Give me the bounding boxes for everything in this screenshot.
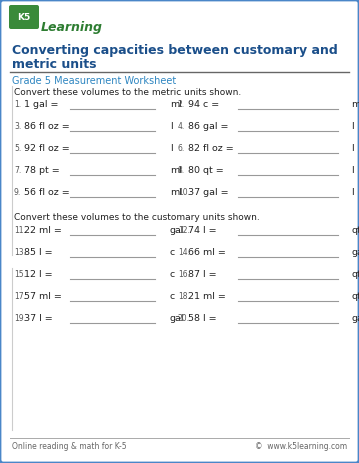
Text: Learning: Learning xyxy=(41,20,103,33)
Text: ml: ml xyxy=(351,100,359,109)
Text: 37 gal =: 37 gal = xyxy=(188,188,229,197)
Text: 37 l =: 37 l = xyxy=(24,314,53,323)
Text: 80 qt =: 80 qt = xyxy=(188,166,224,175)
Text: 78 pt =: 78 pt = xyxy=(24,166,60,175)
Text: gal: gal xyxy=(351,314,359,323)
Text: 7.: 7. xyxy=(14,166,21,175)
Text: 5.: 5. xyxy=(14,144,21,153)
Text: 21 ml =: 21 ml = xyxy=(188,292,226,301)
Text: 14.: 14. xyxy=(178,248,190,257)
Text: gal: gal xyxy=(351,248,359,257)
Text: 74 l =: 74 l = xyxy=(188,226,216,235)
Text: 57 ml =: 57 ml = xyxy=(24,292,62,301)
Text: metric units: metric units xyxy=(12,58,97,71)
Text: ml: ml xyxy=(170,100,182,109)
Text: l: l xyxy=(351,188,354,197)
Text: 56 fl oz =: 56 fl oz = xyxy=(24,188,70,197)
Text: qt: qt xyxy=(351,292,359,301)
FancyBboxPatch shape xyxy=(9,5,39,29)
Text: 8.: 8. xyxy=(178,166,185,175)
Text: Convert these volumes to the metric units shown.: Convert these volumes to the metric unit… xyxy=(14,88,241,97)
Text: 86 fl oz =: 86 fl oz = xyxy=(24,122,70,131)
Text: Grade 5 Measurement Worksheet: Grade 5 Measurement Worksheet xyxy=(12,76,176,86)
Text: 12.: 12. xyxy=(178,226,190,235)
Text: 15.: 15. xyxy=(14,270,26,279)
Text: 58 l =: 58 l = xyxy=(188,314,216,323)
Text: 13.: 13. xyxy=(14,248,26,257)
Text: c: c xyxy=(170,248,175,257)
Text: 92 fl oz =: 92 fl oz = xyxy=(24,144,70,153)
Text: l: l xyxy=(351,166,354,175)
Text: l: l xyxy=(351,144,354,153)
Text: 19.: 19. xyxy=(14,314,26,323)
Text: l: l xyxy=(170,144,173,153)
Text: ml: ml xyxy=(170,166,182,175)
Text: c: c xyxy=(170,270,175,279)
Text: 12 l =: 12 l = xyxy=(24,270,53,279)
Text: qt: qt xyxy=(351,270,359,279)
Text: l: l xyxy=(170,122,173,131)
Text: qt: qt xyxy=(351,226,359,235)
Text: 4.: 4. xyxy=(178,122,185,131)
Text: 85 l =: 85 l = xyxy=(24,248,53,257)
Text: K5: K5 xyxy=(17,13,31,21)
Text: 11.: 11. xyxy=(14,226,26,235)
Text: 2.: 2. xyxy=(178,100,185,109)
Text: 18.: 18. xyxy=(178,292,190,301)
Text: ml: ml xyxy=(170,188,182,197)
Text: l: l xyxy=(351,122,354,131)
Text: Convert these volumes to the customary units shown.: Convert these volumes to the customary u… xyxy=(14,213,260,222)
Text: 1 gal =: 1 gal = xyxy=(24,100,59,109)
Text: gal: gal xyxy=(170,314,185,323)
Text: 10.: 10. xyxy=(178,188,190,197)
Text: gal: gal xyxy=(170,226,185,235)
Text: 22 ml =: 22 ml = xyxy=(24,226,62,235)
Text: 16.: 16. xyxy=(178,270,190,279)
Text: 82 fl oz =: 82 fl oz = xyxy=(188,144,234,153)
Text: c: c xyxy=(170,292,175,301)
Text: 87 l =: 87 l = xyxy=(188,270,216,279)
Text: 66 ml =: 66 ml = xyxy=(188,248,226,257)
Text: 86 gal =: 86 gal = xyxy=(188,122,228,131)
Text: 20.: 20. xyxy=(178,314,190,323)
Text: ©  www.k5learning.com: © www.k5learning.com xyxy=(255,442,347,451)
Text: 3.: 3. xyxy=(14,122,21,131)
Text: 94 c =: 94 c = xyxy=(188,100,219,109)
Text: 17.: 17. xyxy=(14,292,26,301)
Text: Online reading & math for K-5: Online reading & math for K-5 xyxy=(12,442,127,451)
Text: Converting capacities between customary and: Converting capacities between customary … xyxy=(12,44,338,57)
Text: 6.: 6. xyxy=(178,144,185,153)
Text: 9.: 9. xyxy=(14,188,21,197)
Text: 1.: 1. xyxy=(14,100,21,109)
